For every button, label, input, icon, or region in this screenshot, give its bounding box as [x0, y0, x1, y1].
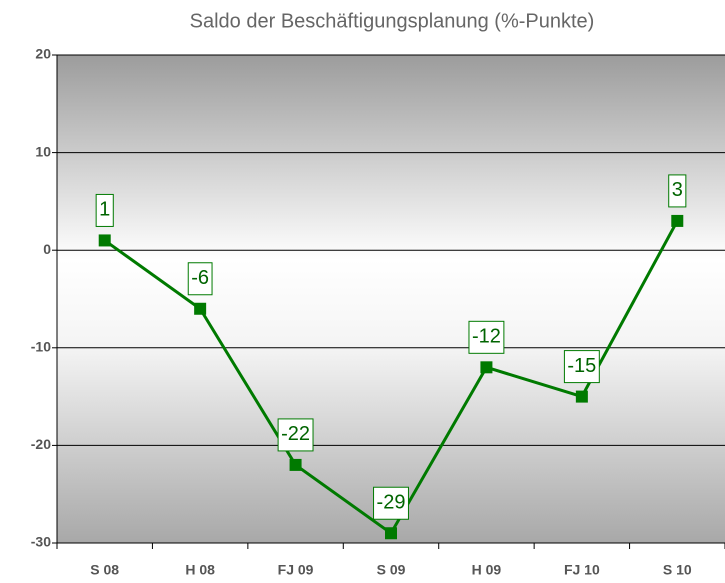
x-tick-label: S 08: [90, 562, 119, 578]
marker: [480, 361, 493, 374]
marker: [194, 302, 207, 315]
y-tick-label: 10: [35, 143, 51, 159]
value-label-box: [95, 193, 114, 227]
x-tick-label: S 09: [377, 562, 406, 578]
y-tick-label: -20: [31, 436, 51, 452]
y-tick-label: -10: [31, 339, 51, 355]
value-label: -15: [567, 355, 596, 377]
y-tick-label: 20: [35, 46, 51, 62]
x-tick-label: S 10: [663, 562, 692, 578]
x-tick-label: H 08: [185, 562, 215, 578]
value-label-box: [563, 350, 600, 384]
x-tick-label: FJ 09: [278, 562, 314, 578]
value-label: -29: [377, 492, 406, 514]
marker: [385, 527, 397, 540]
value-label-box: [187, 262, 213, 296]
value-label: -6: [191, 267, 209, 289]
value-label: 1: [99, 199, 110, 221]
marker: [671, 214, 684, 227]
value-label-box: [277, 418, 314, 452]
y-tick-label: -30: [31, 534, 51, 550]
x-tick-label: H 09: [472, 562, 502, 578]
value-label: -22: [281, 423, 310, 445]
value-label: 3: [672, 179, 683, 201]
value-label: -12: [472, 326, 501, 348]
x-tick-label: FJ 10: [564, 562, 600, 578]
marker: [98, 234, 111, 247]
plot-area: [57, 55, 725, 543]
marker: [575, 390, 588, 403]
value-label-box: [373, 486, 409, 520]
value-label-box: [468, 320, 505, 354]
value-label-box: [668, 174, 687, 208]
marker: [289, 458, 302, 471]
chart-title: Saldo der Beschäftigungsplanung (%-Punkt…: [190, 10, 595, 32]
y-tick-label: 0: [43, 241, 51, 257]
